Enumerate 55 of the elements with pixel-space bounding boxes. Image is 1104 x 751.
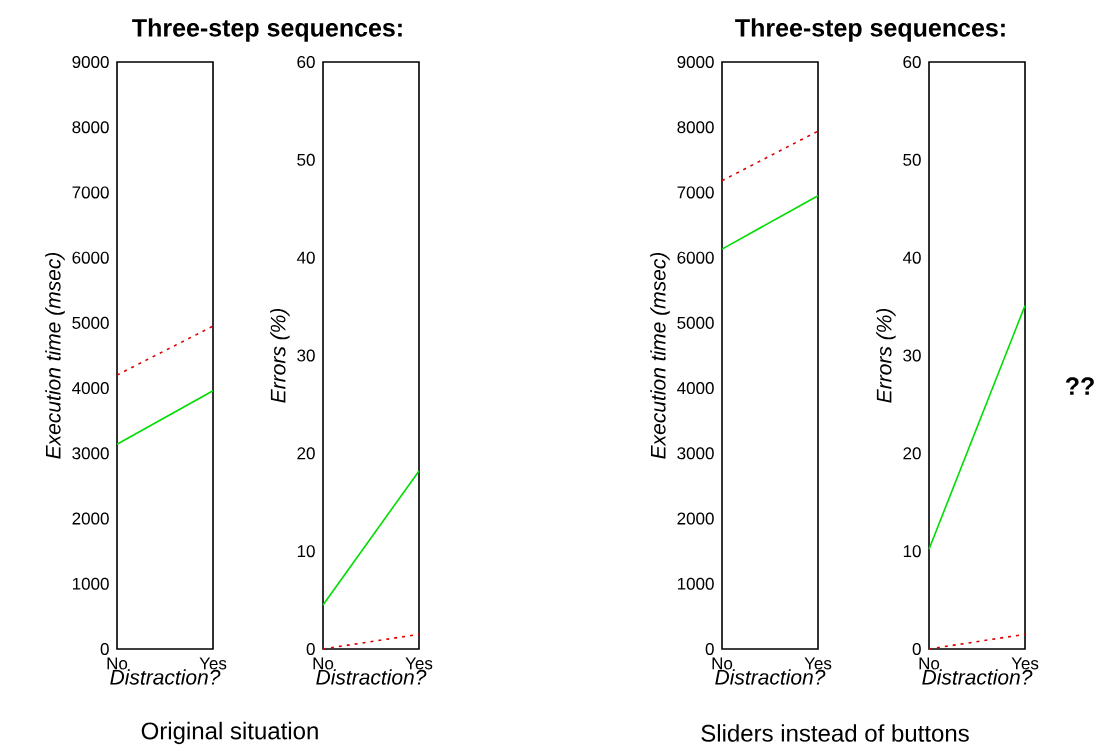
y-tick-label: 9000: [72, 55, 109, 69]
y-tick-label: 0: [912, 642, 921, 656]
text: Sliders instead of buttons: [701, 724, 969, 742]
y-tick-label: 7000: [677, 186, 714, 199]
y-axis-title: Execution time (msec): [650, 252, 670, 459]
y-tick-label: 1000: [677, 577, 714, 590]
y-tick-label: 3000: [72, 447, 109, 460]
y-tick-label: 9000: [677, 55, 714, 69]
y-tick-label: 40: [902, 251, 921, 264]
y-tick-label: 4000: [72, 382, 109, 395]
x-tick-label: Yes: [1011, 657, 1039, 670]
y-axis-title: Execution time (msec): [45, 252, 65, 459]
y-tick-label: 5000: [72, 316, 109, 329]
x-tick-label: No: [107, 657, 128, 670]
y-tick-label: 1000: [72, 577, 109, 590]
chart-title: Three-step sequences:: [132, 18, 402, 42]
y-tick-label: 30: [903, 349, 921, 362]
y-axis-title: Errors (%): [876, 308, 896, 403]
y-tick-label: 3000: [677, 447, 714, 460]
y-tick-label: 2000: [677, 512, 714, 525]
y-tick-label: 10: [297, 545, 315, 558]
text: Original situation: [141, 721, 318, 745]
y-tick-label: 0: [100, 642, 109, 656]
y-tick-label: 2000: [72, 512, 109, 525]
x-axis-title: Distraction?: [715, 669, 826, 685]
y-tick-label: 60: [297, 55, 315, 69]
y-tick-label: 60: [903, 55, 921, 69]
x-tick-label: Yes: [804, 657, 832, 670]
x-tick-label: No: [919, 657, 940, 670]
y-tick-label: 20: [903, 447, 921, 460]
y-tick-label: 8000: [72, 121, 109, 134]
y-axis-title: Errors (%): [270, 308, 290, 403]
y-tick-label: 40: [296, 251, 315, 264]
y-tick-label: 50: [903, 153, 921, 166]
y-tick-label: 50: [297, 153, 315, 166]
y-tick-label: 6000: [72, 251, 109, 264]
x-tick-label: Yes: [405, 657, 433, 670]
x-axis-title: Distraction?: [110, 669, 221, 685]
y-tick-label: 0: [306, 642, 315, 656]
y-tick-label: 10: [903, 545, 921, 558]
y-tick-label: 30: [297, 349, 315, 362]
x-axis-title: Distraction?: [316, 669, 427, 685]
x-tick-label: No: [712, 657, 733, 670]
y-tick-label: 0: [705, 642, 714, 656]
y-tick-label: 20: [297, 447, 315, 460]
x-tick-label: Yes: [199, 657, 227, 670]
y-tick-label: 8000: [677, 121, 714, 134]
y-tick-label: 7000: [72, 186, 109, 199]
x-tick-label: No: [313, 657, 334, 670]
annotation: ??: [1065, 377, 1094, 395]
y-tick-label: 6000: [677, 251, 714, 264]
y-tick-label: 5000: [677, 316, 714, 329]
chart-title: Three-step sequences:: [735, 18, 1005, 42]
x-axis-title: Distraction?: [922, 669, 1033, 685]
y-tick-label: 4000: [677, 382, 714, 395]
